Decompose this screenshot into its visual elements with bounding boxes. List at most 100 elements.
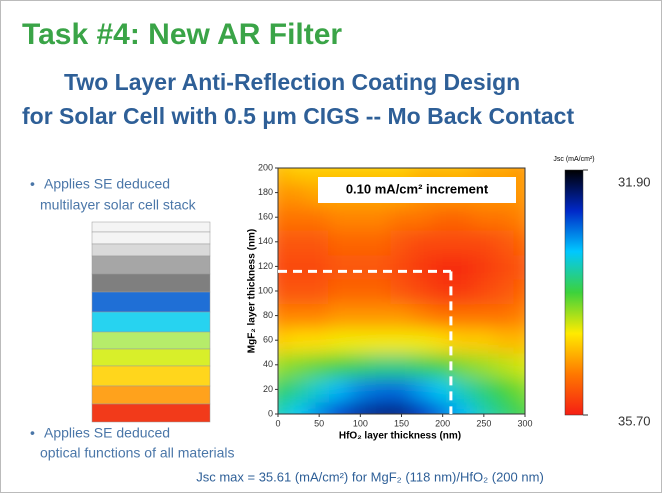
contour-cell	[513, 351, 525, 379]
contour-cell	[431, 351, 454, 379]
contour-cell	[431, 400, 454, 414]
contour-cell	[472, 253, 496, 280]
contour-cell	[493, 203, 516, 231]
contour-cell	[390, 228, 413, 256]
contour-cell	[369, 277, 393, 305]
annotation: 0.10 mA/cm² increment	[346, 181, 489, 196]
y-tick-label: 40	[263, 359, 273, 369]
contour-cell	[451, 400, 475, 414]
contour-cell	[369, 203, 393, 231]
contour-cell	[472, 376, 496, 403]
stack-layer	[91, 348, 211, 367]
bullet: Applies SE deduced	[44, 425, 170, 441]
contour-cell	[278, 277, 290, 305]
y-tick-label: 160	[258, 212, 273, 222]
contour-cell	[451, 376, 475, 403]
contour-cell	[307, 376, 331, 403]
contour-cell	[410, 351, 434, 379]
contour-cell	[451, 277, 475, 305]
contour-cell	[451, 302, 475, 329]
footer: Jsc max = 35.61 (mA/cm²) for MgF₂ (118 n…	[196, 469, 544, 484]
contour-cell	[328, 376, 352, 403]
contour-cell	[493, 228, 516, 256]
contour-cell	[472, 228, 496, 256]
contour-cell	[287, 400, 310, 414]
stack-layer	[91, 273, 211, 293]
subtitle: for Solar Cell with 0.5 μm CIGS -- Mo Ba…	[22, 103, 574, 129]
contour-cell	[513, 228, 525, 256]
contour-cell	[431, 203, 454, 231]
contour-cell	[328, 351, 352, 379]
contour-cell	[287, 168, 310, 182]
contour-cell	[390, 203, 413, 231]
contour-cell	[307, 277, 331, 305]
contour-cell	[493, 400, 516, 414]
contour-cell	[369, 326, 393, 354]
x-tick-label: 300	[517, 418, 532, 428]
contour-cell	[328, 253, 352, 280]
contour-cell	[513, 326, 525, 354]
colorbar-tick-label: 31.90	[618, 174, 651, 189]
colorbar-label: Jsc (mA/cm²)	[553, 156, 594, 163]
x-axis-label: HfO₂ layer thickness (nm)	[339, 431, 461, 442]
contour-cell	[451, 228, 475, 256]
contour-cell	[369, 400, 393, 414]
contour-cell	[369, 376, 393, 403]
x-tick-label: 0	[275, 418, 280, 428]
contour-cell	[513, 302, 525, 329]
contour-cell	[410, 277, 434, 305]
x-tick-label: 200	[435, 418, 450, 428]
contour-cell	[451, 351, 475, 379]
contour-cell	[513, 376, 525, 403]
bullet: Applies SE deduced	[44, 176, 170, 192]
contour-cell	[349, 228, 372, 256]
contour-cell	[349, 376, 372, 403]
contour-cell	[328, 302, 352, 329]
y-tick-label: 100	[258, 285, 273, 295]
subtitle: Two Layer Anti-Reflection Coating Design	[64, 69, 520, 95]
annotation-box	[318, 177, 516, 203]
stack-layer	[91, 291, 211, 313]
contour-cell	[390, 302, 413, 329]
contour-cell	[287, 376, 310, 403]
contour-cell	[349, 400, 372, 414]
contour-cell	[287, 326, 310, 354]
contour-cell	[349, 302, 372, 329]
bullet-dot: •	[30, 425, 35, 441]
x-tick-label: 100	[353, 418, 368, 428]
colorbar	[564, 169, 584, 416]
contour-cell	[493, 277, 516, 305]
contour-cell	[278, 228, 290, 256]
contour-cell	[451, 253, 475, 280]
stack-layer	[91, 331, 211, 350]
contour-cell	[431, 302, 454, 329]
contour-cell	[278, 302, 290, 329]
bullet: optical functions of all materials	[40, 445, 235, 461]
y-tick-label: 20	[263, 384, 273, 394]
contour-cell	[287, 203, 310, 231]
stack-layer	[91, 243, 211, 257]
contour-cell	[513, 277, 525, 305]
x-tick-label: 250	[476, 418, 491, 428]
stack-layer	[91, 221, 211, 233]
colorbar-tick-label: 35.70	[618, 413, 651, 428]
slide-title: Task #4: New AR Filter	[22, 18, 342, 51]
contour-cell	[307, 351, 331, 379]
bullet-dot: •	[30, 176, 35, 192]
contour-cell	[472, 203, 496, 231]
contour-cell	[369, 228, 393, 256]
contour-cell	[472, 326, 496, 354]
y-tick-label: 80	[263, 310, 273, 320]
contour-cell	[493, 253, 516, 280]
contour-cell	[410, 326, 434, 354]
contour-cell	[287, 179, 310, 206]
y-tick-label: 140	[258, 236, 273, 246]
x-tick-label: 150	[394, 418, 409, 428]
contour-cell	[513, 203, 525, 231]
contour-cell	[513, 253, 525, 280]
contour-cell	[307, 302, 331, 329]
contour-cell	[410, 228, 434, 256]
contour-cell	[513, 400, 525, 414]
contour-cell	[307, 400, 331, 414]
